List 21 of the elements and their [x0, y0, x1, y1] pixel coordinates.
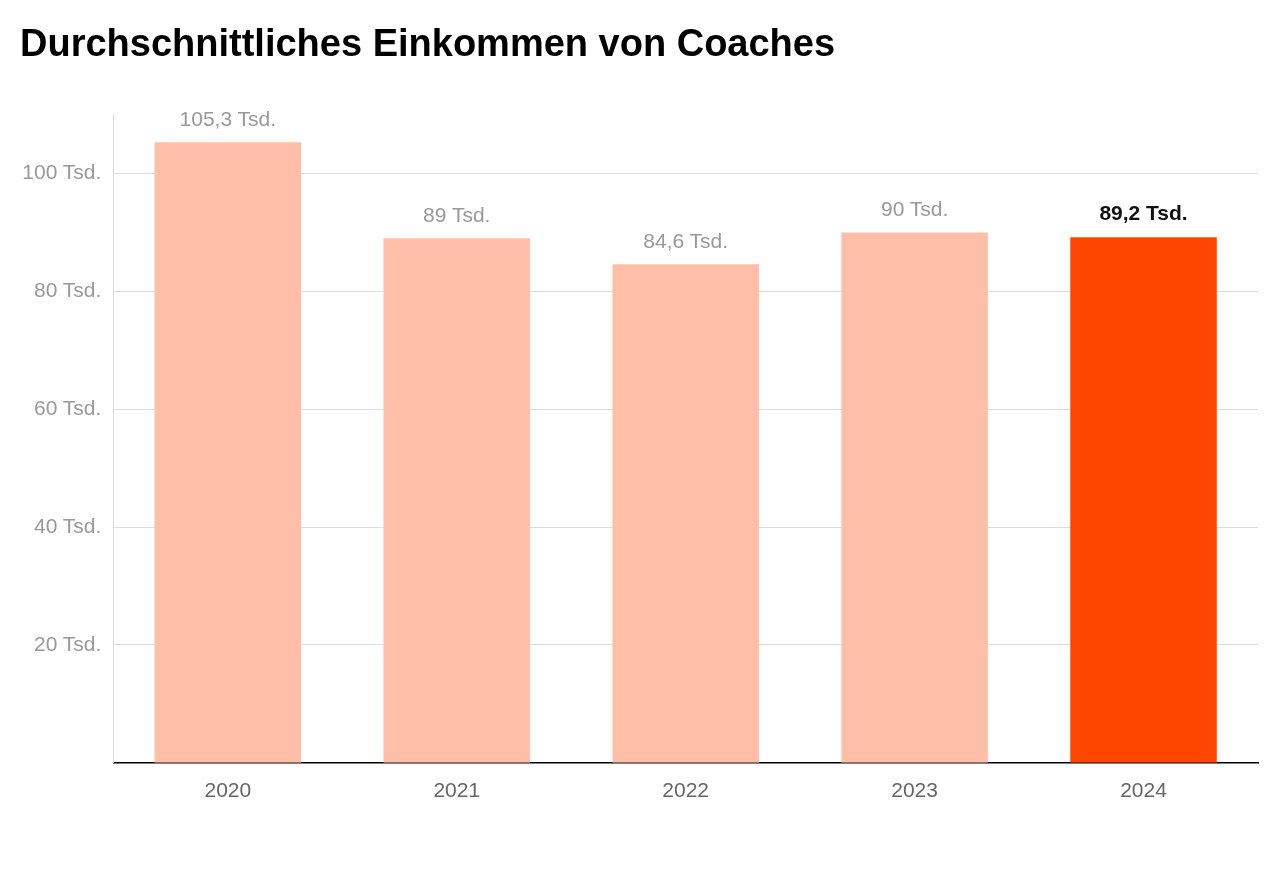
- data-label: 84,6 Tsd.: [643, 228, 729, 252]
- x-tick-label: 2024: [1120, 778, 1168, 802]
- bar: [841, 232, 988, 763]
- x-tick-label: 2021: [433, 778, 481, 802]
- data-label: 89 Tsd.: [423, 202, 491, 226]
- data-label: 105,3 Tsd.: [179, 106, 277, 130]
- chart-title: Durchschnittliches Einkommen von Coaches: [20, 22, 836, 65]
- data-label: 89,2 Tsd.: [1099, 201, 1188, 225]
- x-tick-label: 2020: [204, 778, 252, 802]
- y-tick-label: 100 Tsd.: [22, 160, 102, 184]
- bar: [154, 142, 302, 763]
- data-label: 90 Tsd.: [880, 196, 949, 220]
- y-tick-label: 80 Tsd.: [34, 278, 102, 302]
- y-tick-label: 60 Tsd.: [34, 396, 102, 420]
- bar: [383, 238, 531, 763]
- x-tick-label: 2022: [662, 778, 710, 802]
- y-tick-label: 20 Tsd.: [34, 631, 102, 655]
- y-tick-label: 40 Tsd.: [34, 513, 102, 537]
- bar: [1070, 237, 1217, 763]
- x-tick-label: 2023: [891, 778, 938, 802]
- bar: [612, 264, 759, 763]
